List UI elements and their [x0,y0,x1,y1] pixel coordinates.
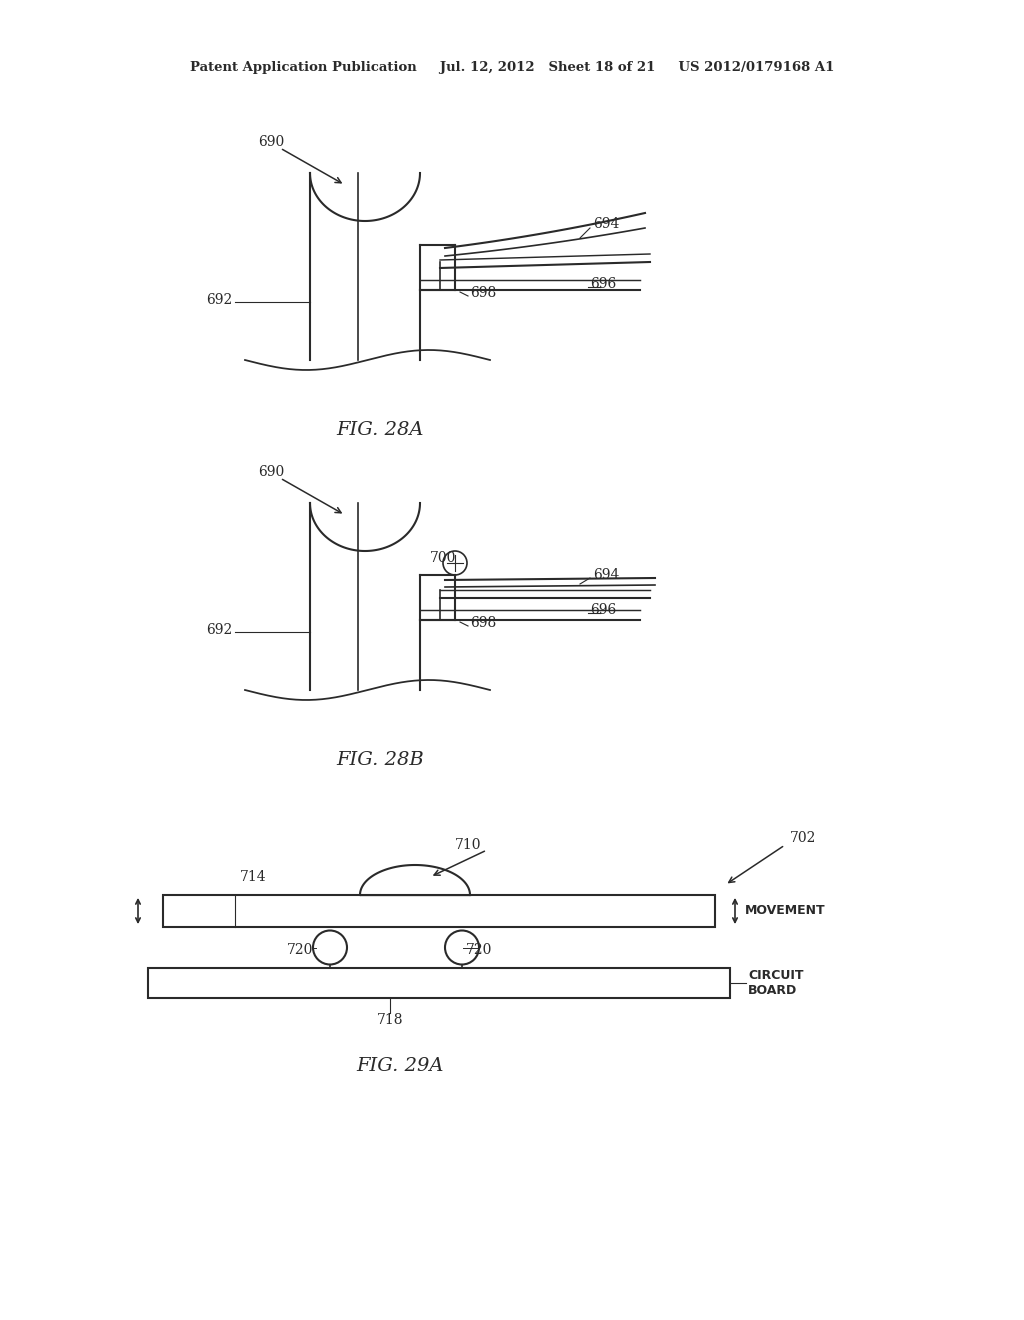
Text: MOVEMENT: MOVEMENT [745,904,825,917]
Text: CIRCUIT
BOARD: CIRCUIT BOARD [748,969,804,997]
Text: 694: 694 [593,216,620,231]
Text: 700: 700 [430,550,457,565]
Text: 692: 692 [206,623,232,638]
Bar [163,895,715,927]
Text: FIG. 29A: FIG. 29A [356,1057,443,1074]
Text: Patent Application Publication     Jul. 12, 2012   Sheet 18 of 21     US 2012/01: Patent Application Publication Jul. 12, … [189,62,835,74]
Text: 698: 698 [470,286,497,300]
Bar [148,968,730,998]
Text: 702: 702 [790,832,816,845]
Text: 694: 694 [593,568,620,582]
Text: 696: 696 [590,603,616,616]
Text: 692: 692 [206,293,232,308]
Text: FIG. 28B: FIG. 28B [336,751,424,770]
Text: 720: 720 [466,942,493,957]
Text: 718: 718 [377,1012,403,1027]
Text: 698: 698 [470,616,497,630]
Text: 690: 690 [258,135,285,149]
Text: 690: 690 [258,465,285,479]
Text: 720: 720 [287,942,313,957]
Text: 696: 696 [590,277,616,290]
Text: FIG. 28A: FIG. 28A [336,421,424,440]
Text: 710: 710 [455,838,481,851]
Text: 714: 714 [240,870,266,884]
